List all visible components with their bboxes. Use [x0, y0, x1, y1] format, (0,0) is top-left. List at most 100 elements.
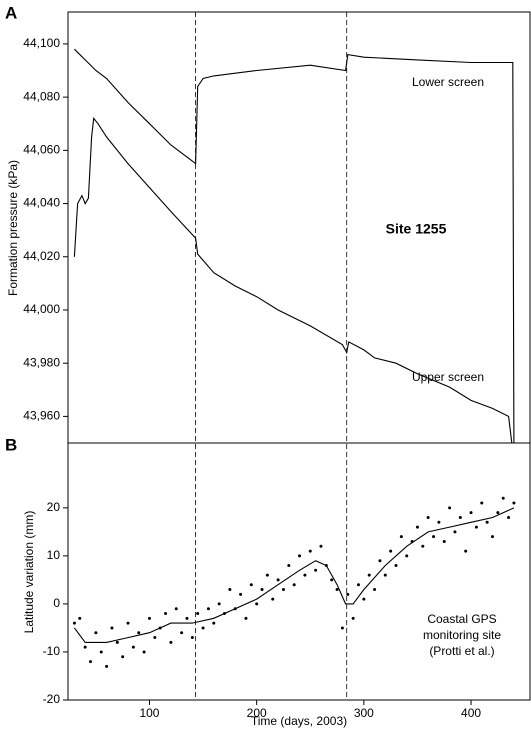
y-tick-label: 10	[47, 548, 61, 562]
line	[73, 117, 513, 444]
point	[426, 515, 430, 519]
annotation: Lower screen	[412, 75, 484, 89]
point	[105, 664, 109, 668]
point	[496, 511, 500, 515]
point	[212, 621, 216, 625]
y-tick-label: 44,000	[23, 302, 60, 316]
point	[308, 549, 312, 553]
point	[281, 588, 285, 592]
point	[405, 554, 409, 558]
point	[501, 496, 505, 500]
point	[373, 588, 377, 592]
point	[442, 539, 446, 543]
point	[287, 563, 291, 567]
y-axis-label: Latitude variation (mm)	[22, 511, 36, 634]
point	[314, 568, 318, 572]
line	[74, 48, 515, 444]
point	[147, 616, 151, 620]
annotation: (Protti et al.)	[429, 644, 494, 658]
point	[78, 616, 82, 620]
point	[512, 501, 516, 505]
point	[389, 549, 393, 553]
point	[415, 525, 419, 529]
y-tick-label: 44,020	[23, 249, 60, 263]
x-tick-label: 200	[247, 706, 267, 720]
point	[72, 621, 76, 625]
y-tick-label: 0	[53, 596, 60, 610]
annotation: Upper screen	[412, 370, 484, 384]
point	[206, 607, 210, 611]
point	[335, 588, 339, 592]
point	[340, 626, 344, 630]
point	[174, 607, 178, 611]
line	[73, 507, 515, 643]
annotation: Site 1255	[386, 221, 447, 237]
y-tick-label: 20	[47, 500, 61, 514]
point	[480, 501, 484, 505]
point	[346, 592, 350, 596]
point	[83, 645, 87, 649]
point	[458, 515, 462, 519]
point	[190, 636, 194, 640]
y-tick-label: 44,080	[23, 89, 60, 103]
point	[110, 626, 114, 630]
y-tick-label: 44,060	[23, 143, 60, 157]
x-tick-label: 300	[354, 706, 374, 720]
point	[185, 616, 189, 620]
point	[244, 616, 248, 620]
point	[99, 650, 103, 654]
point	[421, 544, 425, 548]
frame	[67, 11, 531, 701]
point	[453, 530, 457, 534]
point	[137, 631, 141, 635]
point	[217, 602, 221, 606]
point	[265, 573, 269, 577]
point	[228, 588, 232, 592]
point	[399, 535, 403, 539]
point	[271, 597, 275, 601]
y-tick-label: -20	[43, 692, 61, 706]
point	[180, 631, 184, 635]
x-axis-label: Time (days, 2003)	[251, 714, 347, 728]
y-axis-label: Formation pressure (kPa)	[6, 160, 20, 296]
y-tick-label: 44,100	[23, 36, 60, 50]
point	[448, 506, 452, 510]
panel-label: B	[5, 435, 17, 454]
point	[490, 535, 494, 539]
annotation: monitoring site	[423, 628, 501, 642]
annotation: Coastal GPS	[427, 612, 496, 626]
point	[378, 559, 382, 563]
point	[485, 520, 489, 524]
y-tick-label: -10	[43, 644, 61, 658]
y-tick-label: 44,040	[23, 196, 60, 210]
y-tick-label: 43,960	[23, 409, 60, 423]
point	[131, 645, 135, 649]
point	[249, 583, 253, 587]
point	[432, 535, 436, 539]
panel-label: A	[5, 3, 17, 22]
point	[239, 592, 243, 596]
point	[330, 578, 334, 582]
point	[507, 515, 511, 519]
point	[121, 655, 125, 659]
y-tick-label: 43,980	[23, 355, 60, 369]
point	[464, 549, 468, 553]
point	[383, 573, 387, 577]
point	[201, 626, 205, 630]
point	[474, 525, 478, 529]
point	[362, 597, 366, 601]
point	[126, 621, 130, 625]
x-tick-label: 100	[139, 706, 159, 720]
point	[89, 660, 93, 664]
point	[142, 650, 146, 654]
point	[351, 616, 355, 620]
point	[292, 583, 296, 587]
point	[94, 631, 98, 635]
point	[196, 612, 200, 616]
point	[276, 578, 280, 582]
point	[164, 612, 168, 616]
point	[115, 640, 119, 644]
point	[367, 573, 371, 577]
point	[394, 563, 398, 567]
